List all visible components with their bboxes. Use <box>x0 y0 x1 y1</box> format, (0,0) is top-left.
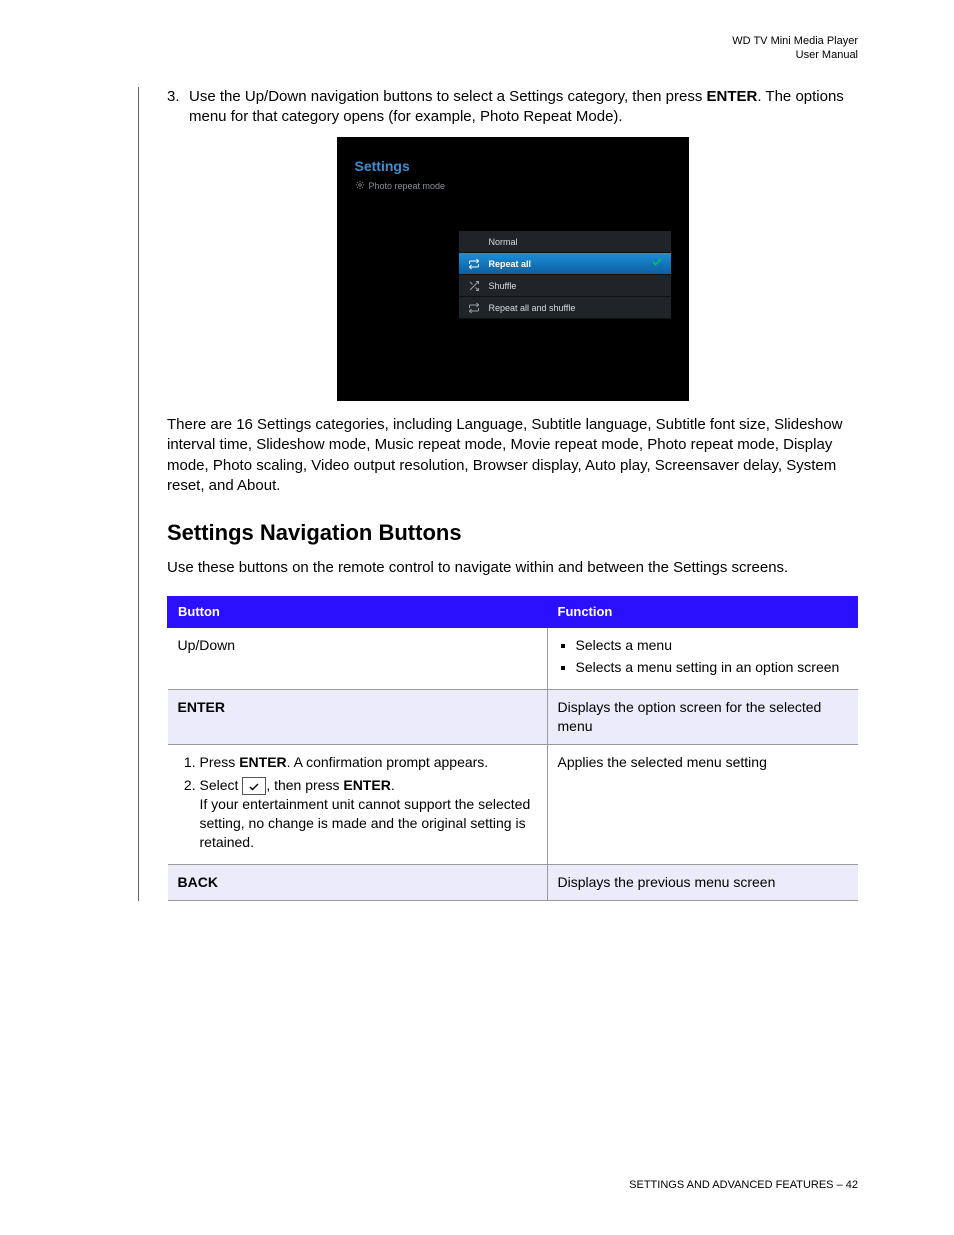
txt: Press <box>200 754 240 770</box>
main-content: 3. Use the Up/Down navigation buttons to… <box>138 87 858 901</box>
cell-button: Press ENTER. A confirmation prompt appea… <box>168 745 548 865</box>
txt: , then press <box>266 777 343 793</box>
cell-function: Displays the previous menu screen <box>547 865 858 901</box>
menu-row-normal: Normal <box>459 231 671 253</box>
list-item: Selects a menu setting in an option scre… <box>576 658 848 677</box>
check-icon <box>651 256 663 271</box>
txt: If your entertainment unit cannot suppor… <box>200 796 531 850</box>
page-footer: SETTINGS AND ADVANCED FEATURES – 42 <box>629 1178 858 1193</box>
row-label: Normal <box>489 236 663 248</box>
footer-sep: – <box>834 1179 846 1191</box>
cell-button: Up/Down <box>168 627 548 690</box>
repeat-shuffle-icon <box>467 302 481 314</box>
header-line1: WD TV Mini Media Player <box>96 34 858 48</box>
section-heading: Settings Navigation Buttons <box>167 518 858 548</box>
list-item: Select , then press ENTER. If your enter… <box>200 776 537 852</box>
txt: . A confirmation prompt appears. <box>287 754 489 770</box>
footer-page: 42 <box>846 1179 858 1191</box>
page-header: WD TV Mini Media Player User Manual <box>96 34 858 63</box>
cell-button: BACK <box>168 865 548 901</box>
header-line2: User Manual <box>96 48 858 62</box>
check-key-icon <box>242 777 266 795</box>
table-row: ENTER Displays the option screen for the… <box>168 690 858 745</box>
section-intro: Use these buttons on the remote control … <box>167 558 858 578</box>
menu-row-repeat-all: Repeat all <box>459 253 671 275</box>
step-text-pre: Use the Up/Down navigation buttons to se… <box>189 88 707 105</box>
table-row: Up/Down Selects a menu Selects a menu se… <box>168 627 858 690</box>
list-item: Press ENTER. A confirmation prompt appea… <box>200 753 537 772</box>
table-row: Press ENTER. A confirmation prompt appea… <box>168 745 858 865</box>
repeat-icon <box>467 258 481 270</box>
footer-section: SETTINGS AND ADVANCED FEATURES <box>629 1179 833 1191</box>
settings-screenshot: Settings Photo repeat mode Normal <box>337 137 689 401</box>
col-function: Function <box>547 597 858 628</box>
table-row: BACK Displays the previous menu screen <box>168 865 858 901</box>
cell-function: Applies the selected menu setting <box>547 745 858 865</box>
txt: Select <box>200 777 243 793</box>
menu-row-repeat-shuffle: Repeat all and shuffle <box>459 297 671 319</box>
row-label: Repeat all <box>489 258 643 270</box>
col-button: Button <box>168 597 548 628</box>
screenshot-menu: Normal Repeat all <box>459 231 671 319</box>
table-header-row: Button Function <box>168 597 858 628</box>
categories-paragraph: There are 16 Settings categories, includ… <box>167 415 858 496</box>
cell-function: Selects a menu Selects a menu setting in… <box>547 627 858 690</box>
step-3: 3. Use the Up/Down navigation buttons to… <box>167 87 858 128</box>
screenshot-title: Settings <box>355 157 671 176</box>
shuffle-icon <box>467 280 481 292</box>
step-body: Use the Up/Down navigation buttons to se… <box>189 87 858 128</box>
gear-icon <box>355 180 365 193</box>
breadcrumb-label: Photo repeat mode <box>369 180 446 192</box>
bold-label: ENTER <box>239 754 286 770</box>
buttons-table: Button Function Up/Down Selects a menu S… <box>167 596 858 901</box>
cell-button: ENTER <box>168 690 548 745</box>
bold-label: ENTER <box>343 777 390 793</box>
step-text-bold: ENTER <box>707 88 758 105</box>
step-number: 3. <box>167 87 189 128</box>
screenshot-breadcrumb: Photo repeat mode <box>355 180 671 193</box>
bold-label: BACK <box>178 874 218 890</box>
txt: . <box>391 777 395 793</box>
row-label: Repeat all and shuffle <box>489 302 663 314</box>
menu-row-shuffle: Shuffle <box>459 275 671 297</box>
cell-function: Displays the option screen for the selec… <box>547 690 858 745</box>
row-label: Shuffle <box>489 280 663 292</box>
list-item: Selects a menu <box>576 636 848 655</box>
bold-label: ENTER <box>178 699 225 715</box>
